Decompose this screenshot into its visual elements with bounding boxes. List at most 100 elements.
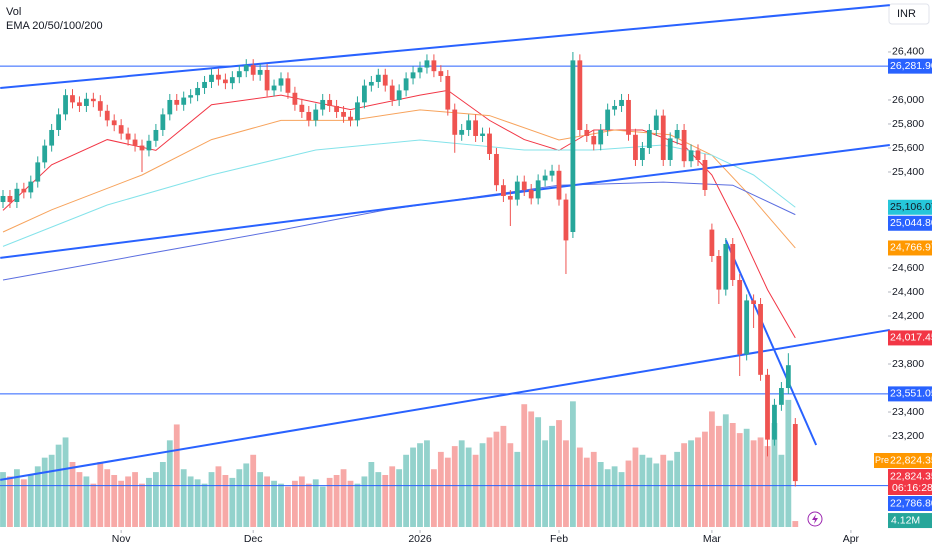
volume-bar: [632, 447, 639, 527]
candle-body: [417, 67, 423, 73]
y-tick-label: 24,400: [892, 286, 924, 298]
candle-body: [375, 74, 381, 82]
volume-bar: [118, 480, 125, 527]
prefix-badge: [874, 453, 888, 468]
candle-body: [7, 195, 13, 202]
candle-body: [452, 109, 458, 135]
candle-body: [355, 102, 360, 121]
bolt: [812, 514, 818, 524]
volume-bar: [556, 420, 562, 527]
candle-body: [709, 229, 715, 256]
candle-body: [299, 104, 305, 112]
volume-bar: [278, 483, 284, 527]
candle-body: [633, 134, 638, 160]
volume-bar: [83, 476, 90, 527]
trend-line: [0, 4, 890, 89]
volume-bar: [354, 483, 361, 527]
candle-body: [758, 304, 763, 375]
candle-body: [494, 153, 499, 186]
volume-bar: [604, 469, 611, 527]
candle-body: [765, 374, 770, 440]
volume-bar: [458, 440, 465, 527]
volume-bar: [250, 454, 257, 527]
candle-body: [278, 78, 284, 86]
price-badge: [888, 58, 932, 74]
candle-body: [563, 199, 569, 241]
candle-body: [640, 147, 645, 160]
candle-body: [681, 129, 687, 162]
volume-bar: [535, 417, 542, 527]
candle-body: [250, 65, 256, 75]
volume-bar: [194, 479, 201, 527]
candle-body: [772, 404, 777, 440]
volume-bar: [507, 443, 514, 527]
candle-body: [473, 120, 478, 136]
volume-bar: [222, 475, 229, 527]
candle-body: [63, 95, 68, 115]
candle-body: [626, 99, 631, 135]
candle-body: [542, 175, 548, 181]
candle-body: [702, 159, 708, 190]
volume-bar: [173, 424, 180, 527]
candle-body: [42, 145, 48, 163]
volume-bar: [785, 399, 792, 527]
candle-body: [501, 185, 506, 196]
volume-bar: [292, 480, 298, 527]
price-badge: [888, 199, 932, 215]
price-badge-label: 23,551.05: [890, 388, 932, 400]
candle-body: [84, 98, 89, 106]
price-badge-label: 25,044.80: [890, 217, 932, 229]
volume-bar: [514, 451, 521, 527]
candle-body: [695, 150, 701, 160]
volume-bar: [111, 475, 118, 527]
volume-bar: [34, 466, 41, 527]
volume-bar: [771, 423, 778, 527]
candle-body: [674, 129, 680, 139]
volume-bar: [340, 469, 347, 527]
candle-body: [97, 101, 103, 111]
candle-body: [751, 300, 756, 305]
candle-body: [362, 85, 367, 103]
candle-body: [236, 71, 242, 78]
volume-bar: [41, 457, 48, 527]
candle-body: [667, 138, 673, 160]
volume-bar: [750, 440, 757, 527]
candle-body: [591, 135, 597, 145]
candle-body: [521, 181, 527, 190]
volume-bar: [570, 401, 576, 527]
x-tick-label: 2026: [408, 533, 432, 545]
volume-bar: [653, 463, 660, 527]
price-badge: [888, 453, 932, 468]
volume-bar: [500, 425, 507, 527]
candle-body: [646, 129, 652, 148]
candle-body: [320, 99, 326, 110]
price-badge: [888, 496, 932, 511]
candle-body: [125, 133, 131, 140]
price-badge-label: 25,106.07: [890, 201, 932, 213]
volume-bar: [361, 476, 368, 527]
price-badge: [888, 215, 932, 231]
volume-bar: [347, 480, 354, 527]
volume-bar: [709, 411, 715, 527]
currency-box[interactable]: [888, 3, 930, 25]
candle-body: [202, 81, 207, 88]
volume-bar: [139, 483, 145, 527]
currency: INR: [897, 8, 916, 20]
candle-body: [306, 111, 312, 121]
volume-bar: [778, 454, 785, 527]
volume-bar: [146, 477, 152, 527]
volume-bar: [125, 476, 131, 527]
volume-bar: [563, 440, 569, 527]
price-badge-label: 24,017.45: [890, 332, 932, 344]
indicator-label: Vol: [6, 6, 21, 18]
candle-body: [77, 102, 82, 106]
volume-bar: [722, 414, 729, 527]
volume-bar: [444, 457, 451, 527]
volume-bar: [153, 472, 159, 527]
candle-body: [56, 114, 61, 130]
volume-bar: [90, 483, 97, 527]
volume-bar: [792, 521, 799, 527]
candle-body: [334, 105, 339, 112]
x-tick-label: Feb: [550, 533, 568, 545]
trend-line: [0, 143, 890, 259]
